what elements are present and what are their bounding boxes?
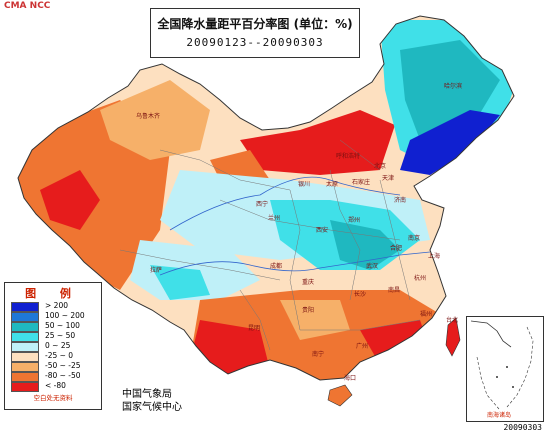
legend-label: 100 ~ 200 [45, 311, 85, 320]
city-label: 拉萨 [150, 266, 162, 274]
city-label: 呼和浩特 [336, 152, 360, 160]
legend-item: -25 ~ 0 [11, 351, 101, 362]
legend-swatch [11, 362, 39, 372]
legend-item: -50 ~ -25 [11, 361, 101, 372]
date-stamp: 20090303 [503, 423, 542, 432]
city-label: 南昌 [388, 286, 400, 294]
city-label: 银川 [298, 180, 310, 188]
province-boundaries [119, 139, 421, 351]
city-label: 北京 [374, 162, 386, 170]
inset-label: 南海诸岛 [487, 412, 512, 419]
city-label: 上海 [428, 252, 440, 260]
zone-northwest-orange [100, 80, 210, 160]
city-label: 福州 [420, 310, 432, 318]
city-label: 长沙 [354, 290, 366, 298]
legend-swatch [11, 372, 39, 382]
taiwan-island [445, 317, 461, 357]
city-label: 哈尔滨 [444, 82, 462, 90]
legend-item: 100 ~ 200 [11, 311, 101, 322]
legend-note: 空白处无资料 [33, 394, 73, 402]
city-labels: 乌鲁木齐 哈尔滨 呼和浩特 北京 天津 石家庄 太原 济南 西宁 兰州 银川 西… [136, 82, 462, 382]
legend-swatch [11, 352, 39, 362]
city-label: 济南 [394, 196, 406, 204]
hainan-island [327, 384, 353, 407]
agency-code-label: CMA NCC [4, 1, 51, 11]
china-outline [17, 15, 515, 381]
legend-label: 50 ~ 100 [45, 321, 80, 330]
legend-swatch [11, 312, 39, 322]
city-label: 南京 [408, 234, 420, 242]
legend-label: -80 ~ -50 [45, 371, 81, 380]
legend-title: 图 例 [25, 287, 81, 300]
city-label: 杭州 [414, 274, 426, 282]
city-label: 南宁 [312, 350, 324, 358]
rivers [159, 176, 431, 276]
city-label: 太原 [326, 180, 338, 188]
inset-map [470, 320, 534, 410]
legend-label: 25 ~ 50 [45, 331, 76, 340]
city-label: 重庆 [302, 278, 314, 286]
legend: 图 例 > 200 100 ~ 200 50 ~ 100 25 ~ 50 0 ~… [4, 282, 102, 410]
legend-swatch [11, 322, 39, 332]
legend-swatch [11, 382, 39, 392]
date-range: 20090123--20090303 [186, 36, 324, 49]
legend-item: -80 ~ -50 [11, 371, 101, 382]
city-label: 台北 [446, 316, 458, 324]
agency-center: 国家气候中心 [122, 402, 182, 413]
city-label: 合肥 [390, 244, 402, 252]
city-label: 石家庄 [352, 178, 370, 186]
city-label: 西安 [316, 226, 328, 234]
legend-swatch [11, 302, 39, 312]
city-label: 乌鲁木齐 [136, 112, 160, 120]
city-label: 海口 [344, 374, 356, 382]
city-label: 广州 [356, 342, 368, 350]
zone-north-red [240, 110, 395, 175]
city-label: 昆明 [248, 325, 260, 332]
city-label: 郑州 [348, 216, 360, 224]
south-china-sea-inset: 南海诸岛 [466, 316, 544, 422]
city-label: 西宁 [256, 200, 268, 208]
city-label: 成都 [270, 262, 282, 270]
legend-label: < -80 [45, 381, 66, 390]
legend-swatch [11, 332, 39, 342]
city-label: 天津 [382, 175, 394, 182]
legend-swatch [11, 342, 39, 352]
legend-label: -25 ~ 0 [45, 351, 74, 360]
zone-west-very-dry [40, 170, 100, 230]
city-label: 贵阳 [302, 306, 314, 314]
zone-northeast-dark [400, 110, 500, 175]
legend-label: 0 ~ 25 [45, 341, 71, 350]
legend-item: 50 ~ 100 [11, 321, 101, 332]
legend-item: 0 ~ 25 [11, 341, 101, 352]
city-label: 兰州 [268, 214, 280, 222]
legend-item: < -80 [11, 381, 101, 392]
map-title-box: 全国降水量距平百分率图 (单位：%) 20090123--20090303 [150, 8, 360, 58]
city-label: 武汉 [366, 262, 378, 270]
legend-item: > 200 [11, 301, 101, 312]
agency-block: 中国气象局 国家气候中心 [122, 388, 182, 414]
map-title: 全国降水量距平百分率图 (单位：%) [157, 17, 353, 31]
zone-tibet-cyan [150, 265, 210, 300]
agency-name: 中国气象局 [122, 389, 172, 400]
legend-label: > 200 [45, 301, 68, 310]
legend-label: -50 ~ -25 [45, 361, 81, 370]
legend-item: 25 ~ 50 [11, 331, 101, 342]
